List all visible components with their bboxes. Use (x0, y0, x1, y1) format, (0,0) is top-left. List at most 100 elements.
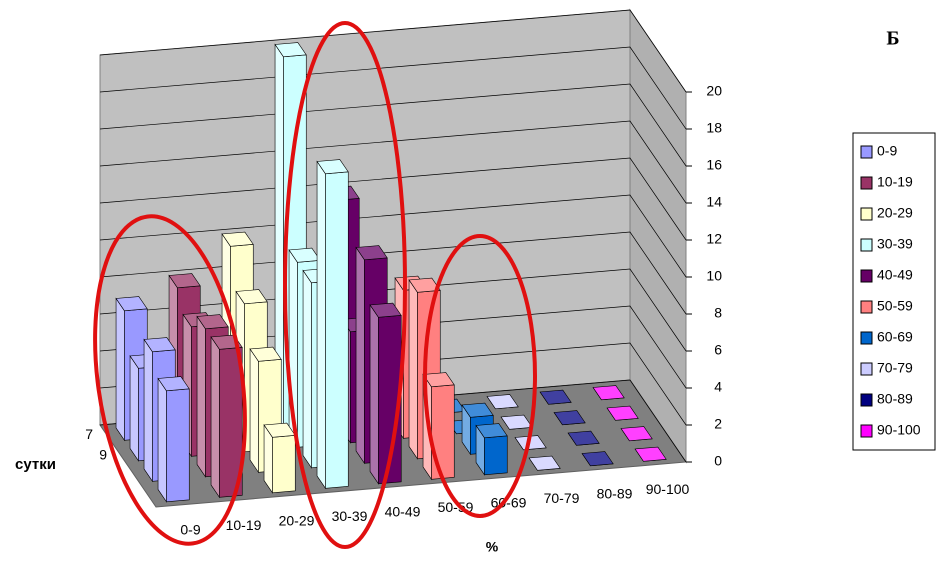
bar (553, 410, 586, 426)
grid-line (99, 9, 687, 93)
depth-axis-label: сутки (15, 456, 56, 473)
bar-side (115, 297, 125, 442)
bar-side (196, 315, 206, 478)
bar-top (157, 376, 190, 392)
x-tick-label: 10-19 (226, 517, 262, 533)
legend-label: 20-29 (877, 205, 913, 221)
bar-top (620, 426, 653, 442)
bar-side (355, 246, 365, 465)
legend-swatch (860, 362, 873, 376)
bar-side (157, 377, 167, 503)
bar-front (484, 435, 508, 476)
depth-tick-label: 7 (85, 426, 93, 442)
bar-side (143, 338, 153, 483)
bar-side (316, 160, 326, 490)
z-tick-label: 20 (706, 83, 722, 99)
legend-label: 70-79 (877, 360, 913, 376)
bar (539, 389, 572, 405)
legend-label: 80-89 (877, 391, 913, 407)
bar-top (581, 451, 614, 467)
bar-side (369, 304, 379, 485)
bar-top (196, 314, 229, 330)
bar-top (288, 247, 321, 263)
bar-top (274, 42, 307, 58)
bar-top (355, 245, 388, 261)
legend-swatch (860, 331, 873, 345)
bar-side (249, 348, 259, 474)
z-tick-label: 10 (706, 268, 722, 284)
panel-label: Б (886, 28, 899, 50)
bar-top (461, 402, 494, 418)
legend-label: 0-9 (877, 143, 897, 159)
bar-front (431, 384, 455, 480)
bar-top (539, 389, 572, 405)
bar-side (408, 279, 418, 460)
legend-swatch (860, 300, 873, 314)
bar-top (634, 446, 667, 462)
bar (634, 446, 667, 462)
bar-front (272, 435, 296, 494)
bar-top (316, 159, 349, 175)
bar (528, 455, 561, 471)
bar (486, 394, 519, 410)
highlight-ellipse (283, 21, 407, 549)
legend-label: 30-39 (877, 236, 913, 252)
x-tick-label: 0-9 (180, 521, 200, 537)
legend-swatch (860, 207, 873, 221)
bar (620, 426, 653, 442)
z-tick-label: 18 (706, 120, 722, 136)
x-tick-label: 80-89 (597, 485, 633, 501)
z-tick-label: 8 (714, 305, 722, 321)
bar (514, 435, 547, 451)
bar-side (129, 355, 139, 462)
legend-label: 10-19 (877, 174, 913, 190)
bar-top (567, 430, 600, 446)
bar (581, 451, 614, 467)
bar-top (475, 423, 508, 439)
bar-side (302, 269, 312, 469)
bar-top (606, 405, 639, 421)
highlight-ellipse (423, 234, 537, 518)
legend-label: 40-49 (877, 267, 913, 283)
bar (263, 422, 296, 494)
x-tick-label: 30-39 (332, 508, 368, 524)
bar (475, 423, 508, 476)
bar (210, 334, 243, 499)
z-tick-label: 2 (714, 416, 722, 432)
bar-top (249, 346, 282, 362)
x-tick-label: 20-29 (279, 512, 315, 528)
x-tick-label: 40-49 (385, 503, 421, 519)
bar-top (528, 455, 561, 471)
bar (606, 405, 639, 421)
bar-top (115, 296, 148, 312)
x-axis-label: % (486, 539, 499, 555)
bar-top (592, 385, 625, 401)
bar-side (210, 336, 220, 499)
bar (567, 430, 600, 446)
bar (592, 385, 625, 401)
bar-top (235, 289, 268, 305)
bar-top (553, 410, 586, 426)
bar (369, 302, 402, 485)
x-tick-label: 90-100 (646, 481, 690, 497)
bar-top (500, 414, 533, 430)
bar-top (168, 273, 201, 289)
bar (157, 376, 190, 503)
legend-swatch (860, 393, 873, 407)
z-tick-label: 0 (714, 453, 722, 469)
legend-label: 50-59 (877, 298, 913, 314)
z-tick-label: 6 (714, 342, 722, 358)
z-tick-label: 16 (706, 157, 722, 173)
bar-top (486, 394, 519, 410)
legend-swatch (860, 238, 873, 252)
bar-top (408, 277, 441, 293)
legend-swatch (860, 424, 873, 438)
depth-tick-label: 9 (99, 446, 107, 462)
bar-top (263, 422, 296, 438)
legend-swatch (860, 145, 873, 159)
bar-top (369, 302, 402, 318)
highlight-ellipse (93, 214, 247, 546)
z-tick-label: 4 (714, 379, 722, 395)
bar-top (514, 435, 547, 451)
